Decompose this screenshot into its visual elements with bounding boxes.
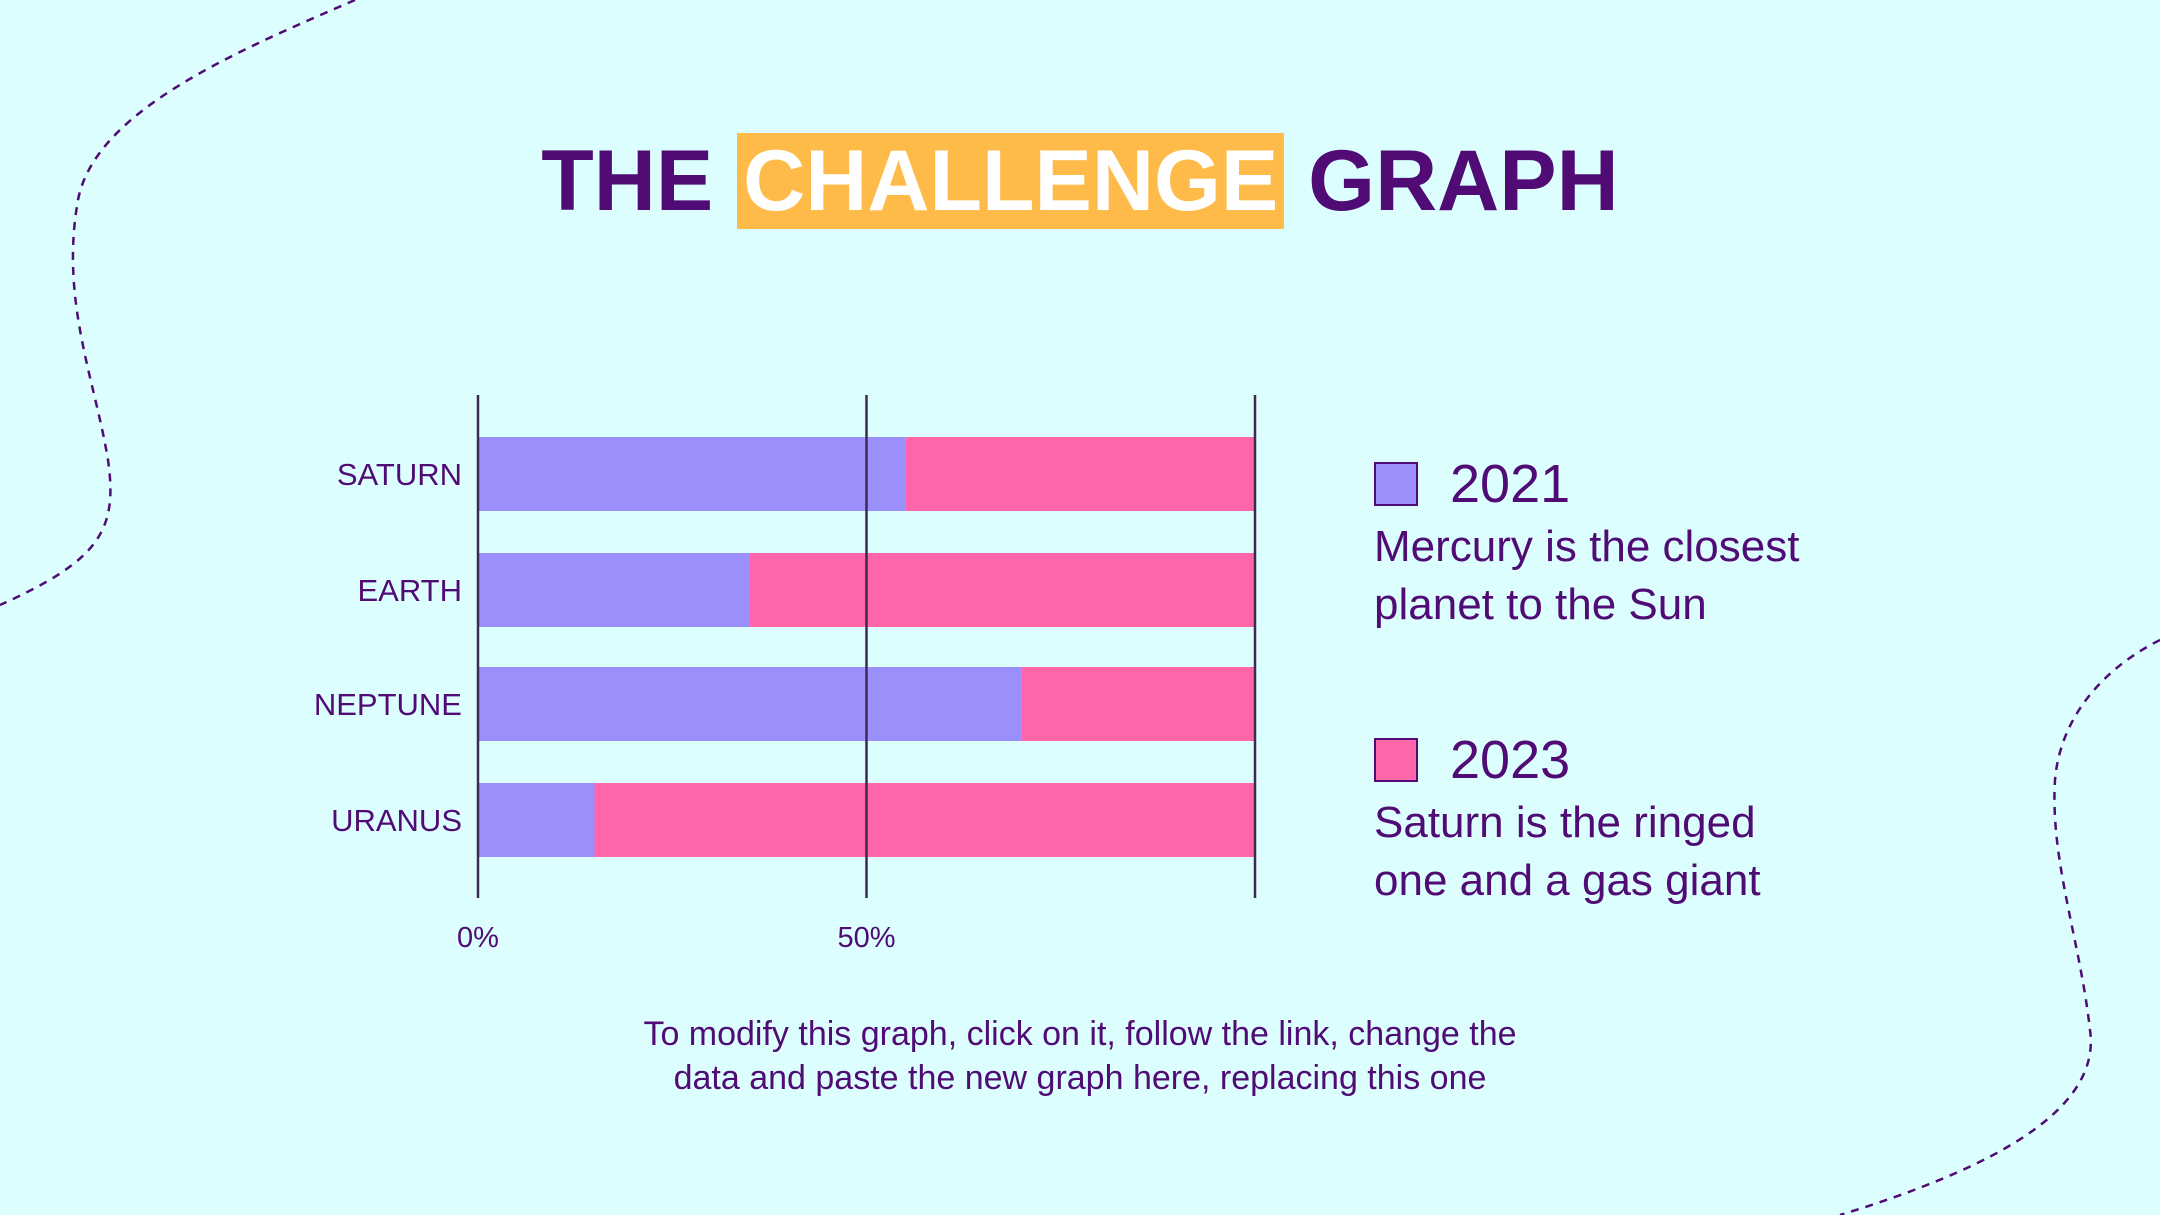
bar-earth-2023: [749, 553, 1255, 627]
instruction-note: To modify this graph, click on it, follo…: [0, 1012, 2160, 1100]
instruction-note-line: To modify this graph, click on it, follo…: [643, 1015, 1517, 1053]
title-part-2: GRAPH: [1308, 133, 1619, 229]
bar-earth-2021: [478, 553, 750, 627]
legend-swatch-2023: [1374, 738, 1418, 782]
bar-saturn-2021: [478, 437, 906, 511]
category-label-earth: EARTH: [357, 573, 462, 608]
category-label-neptune: NEPTUNE: [314, 687, 462, 722]
bar-uranus-2021: [478, 783, 595, 857]
bar-saturn-2023: [905, 437, 1255, 511]
category-label-saturn: SATURN: [337, 457, 462, 492]
category-label-uranus: URANUS: [331, 803, 462, 838]
legend-description-line: Mercury is the closest: [1374, 522, 1800, 571]
x-tick-label: 0%: [457, 922, 499, 954]
title-highlight: CHALLENGE: [737, 133, 1285, 229]
instruction-note-line: data and paste the new graph here, repla…: [673, 1059, 1487, 1097]
legend-item-2021: 2021 Mercury is the closest planet to th…: [1374, 454, 1934, 634]
legend-year-2021: 2021: [1450, 454, 1571, 514]
bar-uranus-2023: [594, 783, 1255, 857]
bar-neptune-2021: [478, 667, 1022, 741]
legend-description-2023: Saturn is the ringed one and a gas giant: [1374, 794, 1934, 910]
legend-description-line: planet to the Sun: [1374, 580, 1707, 629]
title-part-1: THE: [541, 133, 714, 229]
legend-description-line: Saturn is the ringed: [1374, 798, 1756, 847]
legend-swatch-2021: [1374, 462, 1418, 506]
legend-description-line: one and a gas giant: [1374, 856, 1761, 905]
x-tick-label: 50%: [837, 922, 895, 954]
legend-year-2023: 2023: [1450, 730, 1571, 790]
legend-item-2023: 2023 Saturn is the ringed one and a gas …: [1374, 730, 1934, 910]
page-title: THE CHALLENGE GRAPH: [0, 126, 2160, 236]
bar-neptune-2023: [1021, 667, 1255, 741]
legend-description-2021: Mercury is the closest planet to the Sun: [1374, 518, 1934, 634]
